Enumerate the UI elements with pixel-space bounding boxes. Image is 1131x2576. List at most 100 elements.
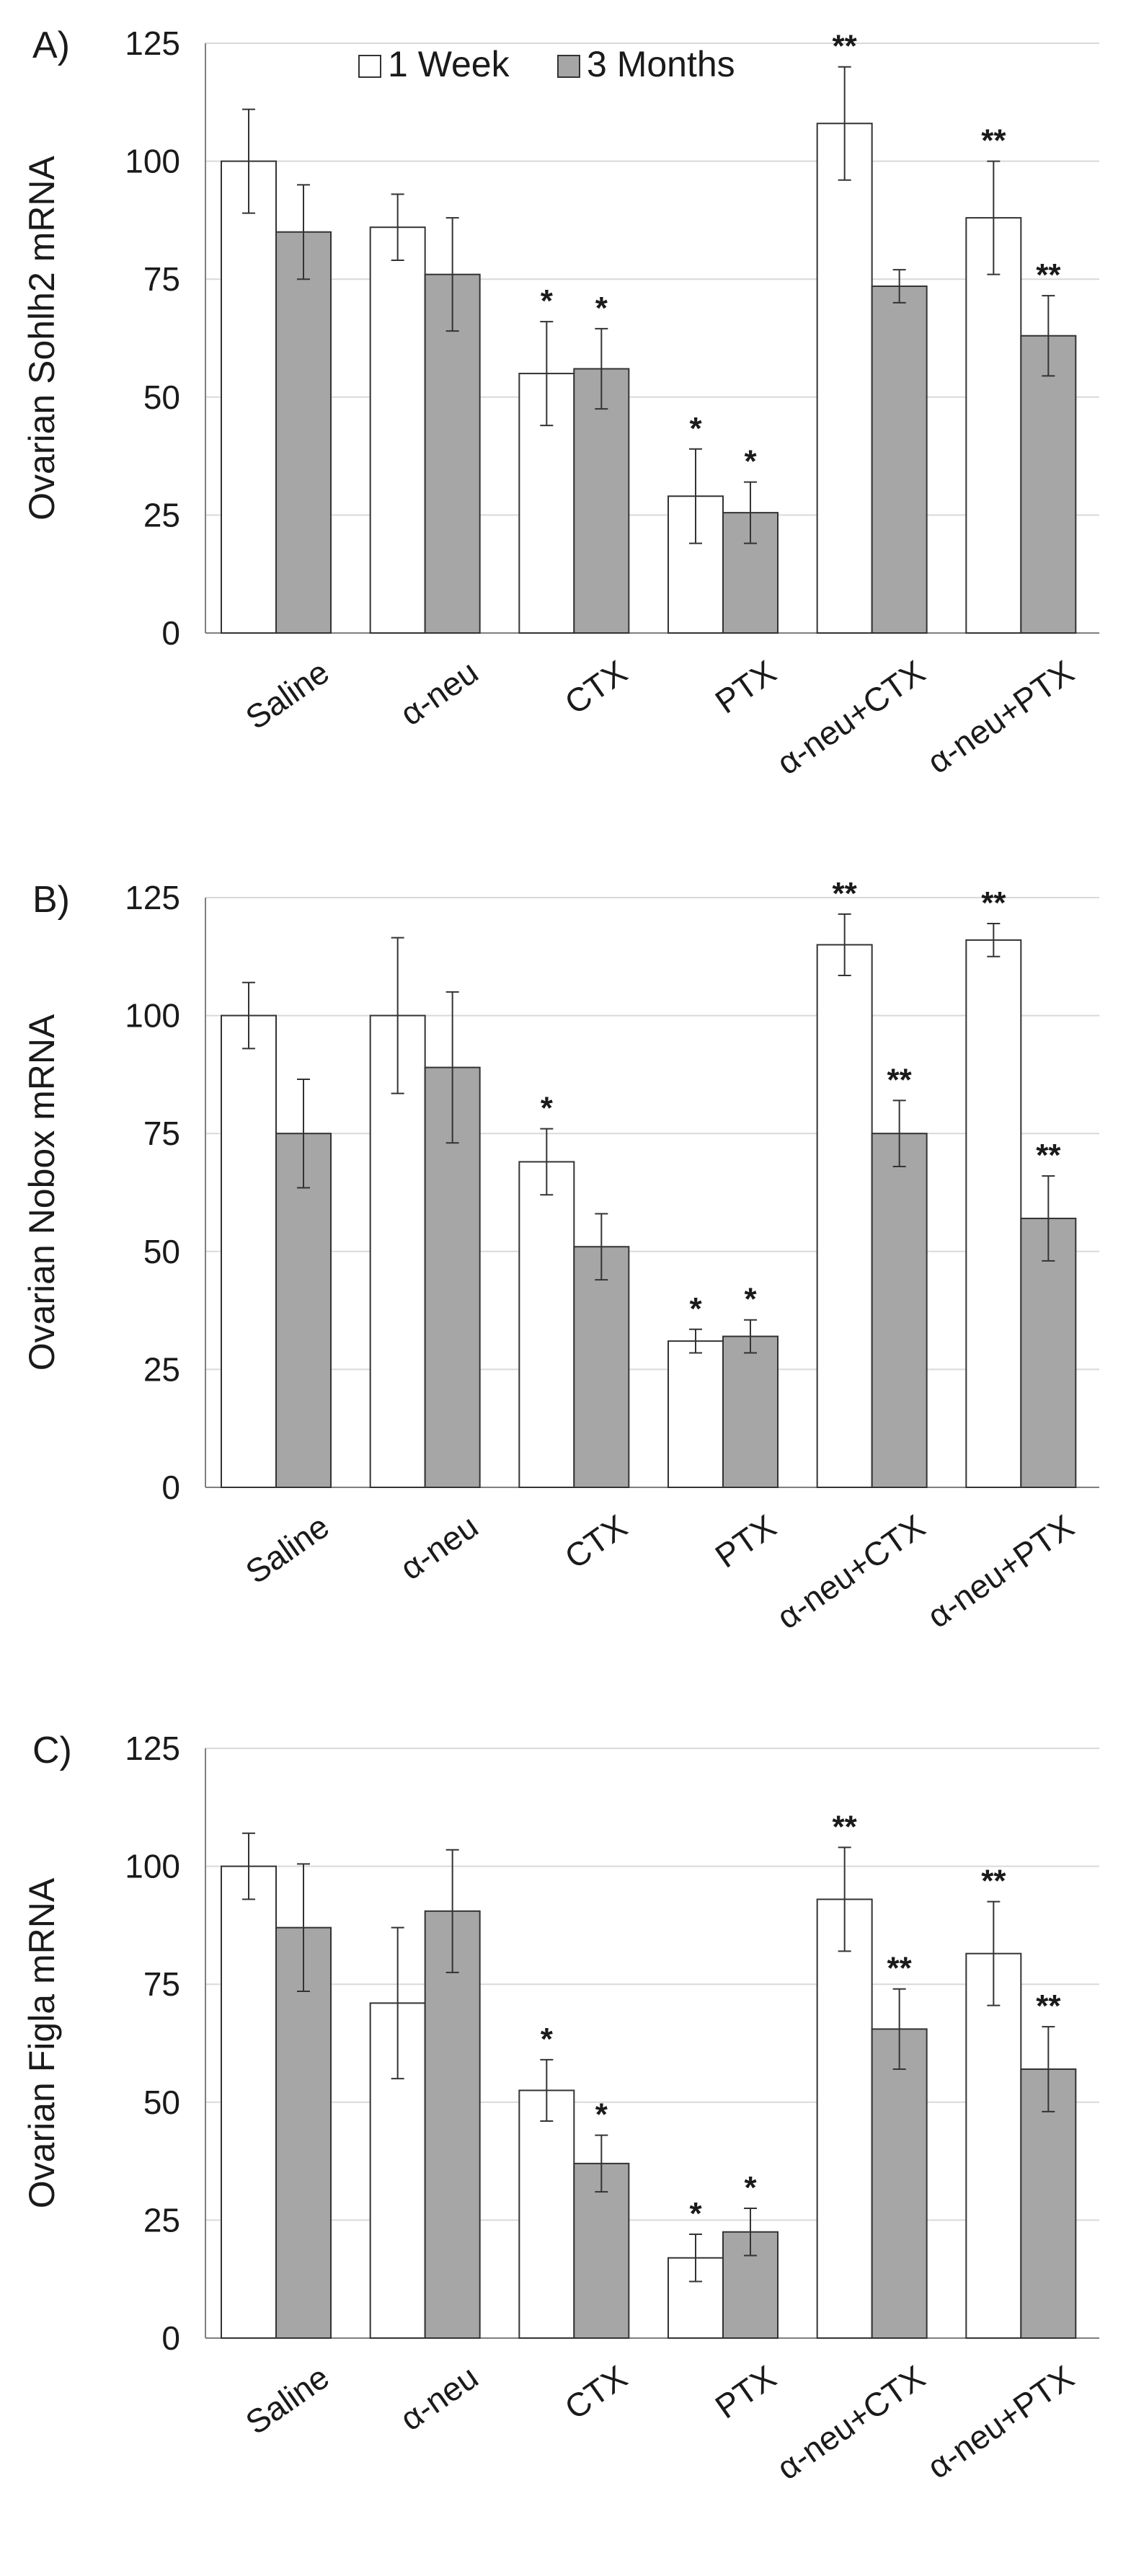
bar-1week (518, 2089, 575, 2339)
bar-3months (871, 286, 928, 634)
significance-marker: ** (887, 1062, 913, 1097)
legend-entry-label: 3 Months (587, 44, 735, 84)
panel-label: A) (32, 25, 70, 66)
significance-marker: ** (981, 885, 1006, 921)
y-tick-label: 50 (143, 1233, 180, 1270)
x-tick-label: α-neu (393, 1508, 484, 1588)
bar-3months (1020, 335, 1077, 634)
bar-1week (816, 944, 873, 1488)
x-tick-label: PTX (709, 653, 783, 721)
bar-3months (275, 231, 332, 634)
x-tick-label: α-neu+CTX (770, 1508, 931, 1637)
significance-marker: ** (833, 29, 858, 64)
x-tick-label: CTX (558, 1508, 634, 1576)
bar-3months (573, 2162, 630, 2340)
x-tick-label: CTX (558, 653, 634, 722)
bar-1week (667, 1340, 724, 1488)
bar-3months (573, 368, 630, 634)
bar-3months (275, 1133, 332, 1488)
x-tick-label: α-neu+PTX (921, 653, 1081, 781)
significance-marker: * (744, 2170, 757, 2205)
panel-label: C) (32, 1730, 72, 1771)
legend-swatch (557, 55, 580, 78)
legend-entry-label: 1 Week (388, 44, 510, 84)
bar-1week (965, 217, 1022, 634)
bar-1week (816, 1898, 873, 2339)
x-tick-label: α-neu+CTX (770, 2358, 931, 2487)
y-tick-label: 75 (143, 1115, 180, 1152)
significance-marker: * (689, 411, 702, 446)
y-tick-label: 125 (125, 879, 180, 916)
y-tick-label: 25 (143, 496, 180, 534)
significance-marker: ** (833, 1809, 858, 1844)
significance-marker: * (541, 1091, 554, 1126)
significance-marker: ** (887, 1951, 913, 1986)
chart-panel-sohlh2: A) 0 25 50 75 100 125 Ovarian Sohlh2 mRNA Saline… (22, 25, 1099, 782)
y-tick-label: 125 (125, 1730, 180, 1767)
significance-marker: * (541, 283, 554, 319)
bar-3months (1020, 1217, 1077, 1488)
significance-marker: ** (1036, 1988, 1061, 2024)
y-tick-label: 0 (161, 614, 180, 652)
y-axis-label: Ovarian Sohlh2 mRNA (22, 155, 62, 520)
y-tick-label: 50 (143, 379, 180, 416)
x-tick-label: CTX (558, 2358, 634, 2427)
significance-marker: * (595, 2097, 608, 2133)
y-tick-label: 25 (143, 2201, 180, 2239)
panel-label: B) (32, 879, 70, 921)
y-tick-label: 25 (143, 1350, 180, 1388)
bar-1week (221, 1865, 277, 2340)
significance-marker: * (689, 1291, 702, 1327)
y-tick-label: 100 (125, 1848, 180, 1885)
significance-marker: ** (981, 123, 1006, 159)
x-tick-label: α-neu+PTX (921, 2358, 1081, 2486)
bar-3months (871, 1133, 928, 1488)
x-tick-label: Saline (239, 653, 336, 737)
significance-marker: ** (1036, 257, 1061, 293)
bar-3months (1020, 2068, 1077, 2339)
x-tick-label: Saline (239, 1508, 336, 1591)
bar-3months (424, 1910, 481, 2340)
significance-marker: * (595, 291, 608, 326)
bar-1week (369, 226, 426, 634)
y-tick-label: 0 (161, 2319, 180, 2357)
bar-1week (518, 1161, 575, 1488)
bar-1week (965, 1952, 1022, 2340)
x-tick-label: α-neu (393, 653, 484, 733)
bar-1week (965, 939, 1022, 1488)
y-tick-label: 100 (125, 997, 180, 1035)
y-tick-label: 50 (143, 2084, 180, 2121)
chart-panel-figla: C) 0 25 50 75 100 125 Ovarian Figla mRNA Saline α… (22, 1730, 1099, 2487)
x-tick-label: α-neu+CTX (770, 653, 931, 782)
legend: 1 Week 3 Months (358, 44, 735, 84)
x-tick-label: α-neu+PTX (921, 1508, 1081, 1635)
y-tick-label: 75 (143, 1965, 180, 2003)
x-tick-label: PTX (709, 1508, 783, 1575)
bar-1week (221, 1014, 277, 1488)
y-tick-label: 75 (143, 260, 180, 298)
bar-3months (275, 1926, 332, 2340)
significance-marker: * (744, 444, 757, 479)
significance-marker: * (689, 2196, 702, 2231)
x-tick-label: PTX (709, 2358, 783, 2426)
x-tick-label: Saline (239, 2358, 336, 2442)
bar-1week (369, 1014, 426, 1488)
bar-1week (221, 160, 277, 634)
y-tick-label: 100 (125, 143, 180, 180)
y-axis-label: Ovarian Figla mRNA (22, 1877, 62, 2208)
y-tick-label: 125 (125, 25, 180, 62)
bar-1week (816, 123, 873, 634)
significance-marker: ** (833, 876, 858, 911)
bar-3months (424, 273, 481, 634)
significance-marker: ** (1036, 1138, 1061, 1173)
significance-marker: * (744, 1282, 757, 1317)
bar-3months (722, 1335, 779, 1489)
legend-swatch (358, 55, 381, 78)
y-tick-label: 0 (161, 1469, 180, 1506)
significance-marker: ** (981, 1864, 1006, 1899)
bar-3months (573, 1246, 630, 1488)
bar-3months (871, 2028, 928, 2339)
significance-marker: * (541, 2022, 554, 2057)
